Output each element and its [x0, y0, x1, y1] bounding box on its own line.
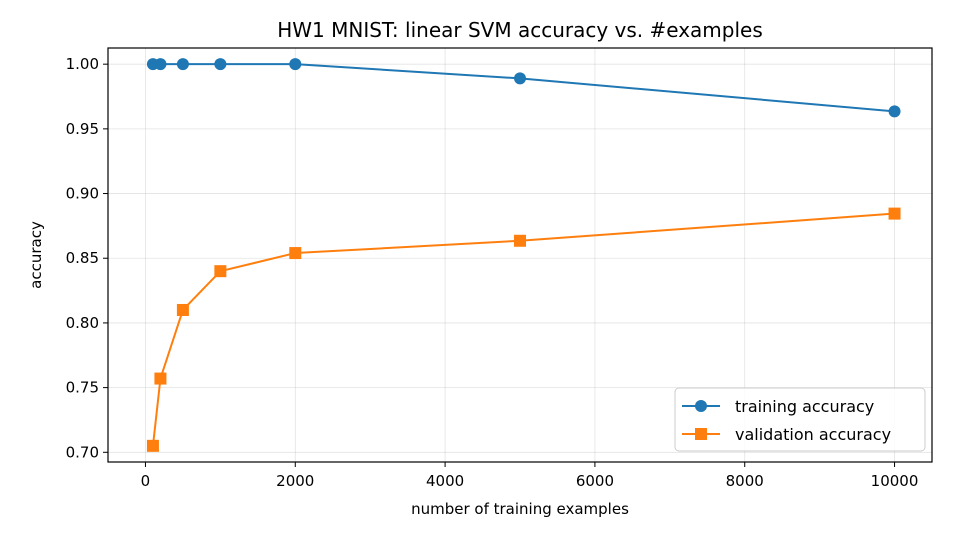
data-point — [154, 372, 167, 385]
x-tick-label: 10000 — [871, 472, 919, 490]
data-point — [214, 265, 227, 278]
x-tick-label: 8000 — [726, 472, 764, 490]
x-tick-label: 4000 — [426, 472, 464, 490]
legend: training accuracy validation accuracy — [674, 387, 926, 452]
y-tick-label: 0.85 — [66, 249, 99, 267]
data-point — [176, 303, 189, 316]
legend-items: training accuracy validation accuracy — [682, 397, 891, 444]
y-tick-label: 0.75 — [66, 379, 99, 397]
data-point — [888, 207, 901, 220]
data-point — [289, 58, 302, 71]
y-tick-label: 0.70 — [66, 443, 99, 461]
y-tick-label: 0.80 — [66, 314, 99, 332]
legend-frame — [674, 387, 926, 452]
y-axis-ticks: 0.70 0.75 0.80 0.85 0.90 0.95 1.00 — [66, 55, 108, 461]
chart-title: HW1 MNIST: linear SVM accuracy vs. #exam… — [277, 18, 763, 42]
series-training-accuracy — [146, 58, 901, 118]
x-axis-ticks: 0 2000 4000 6000 8000 10000 — [141, 462, 919, 490]
data-point — [146, 439, 159, 452]
data-point — [214, 58, 227, 71]
y-tick-label: 1.00 — [66, 55, 99, 73]
legend-label: validation accuracy — [735, 425, 891, 444]
x-tick-label: 2000 — [276, 472, 314, 490]
data-point — [289, 247, 302, 260]
y-tick-label: 0.95 — [66, 120, 99, 138]
legend-marker — [695, 400, 707, 412]
legend-marker — [695, 428, 707, 440]
series-layer — [146, 58, 901, 452]
legend-entry: training accuracy — [682, 397, 874, 416]
plot-frame — [107, 47, 933, 463]
y-axis-label: accuracy — [27, 221, 45, 289]
series-validation-accuracy — [146, 207, 901, 452]
legend-entry: validation accuracy — [682, 425, 891, 444]
data-point — [514, 72, 526, 85]
data-point — [514, 234, 526, 247]
data-point — [888, 105, 901, 118]
y-tick-label: 0.90 — [66, 185, 99, 203]
data-point — [154, 58, 167, 71]
x-tick-label: 0 — [141, 472, 151, 490]
data-point — [176, 58, 189, 71]
x-tick-label: 6000 — [576, 472, 614, 490]
legend-label: training accuracy — [735, 397, 874, 416]
x-axis-label: number of training examples — [411, 500, 629, 518]
